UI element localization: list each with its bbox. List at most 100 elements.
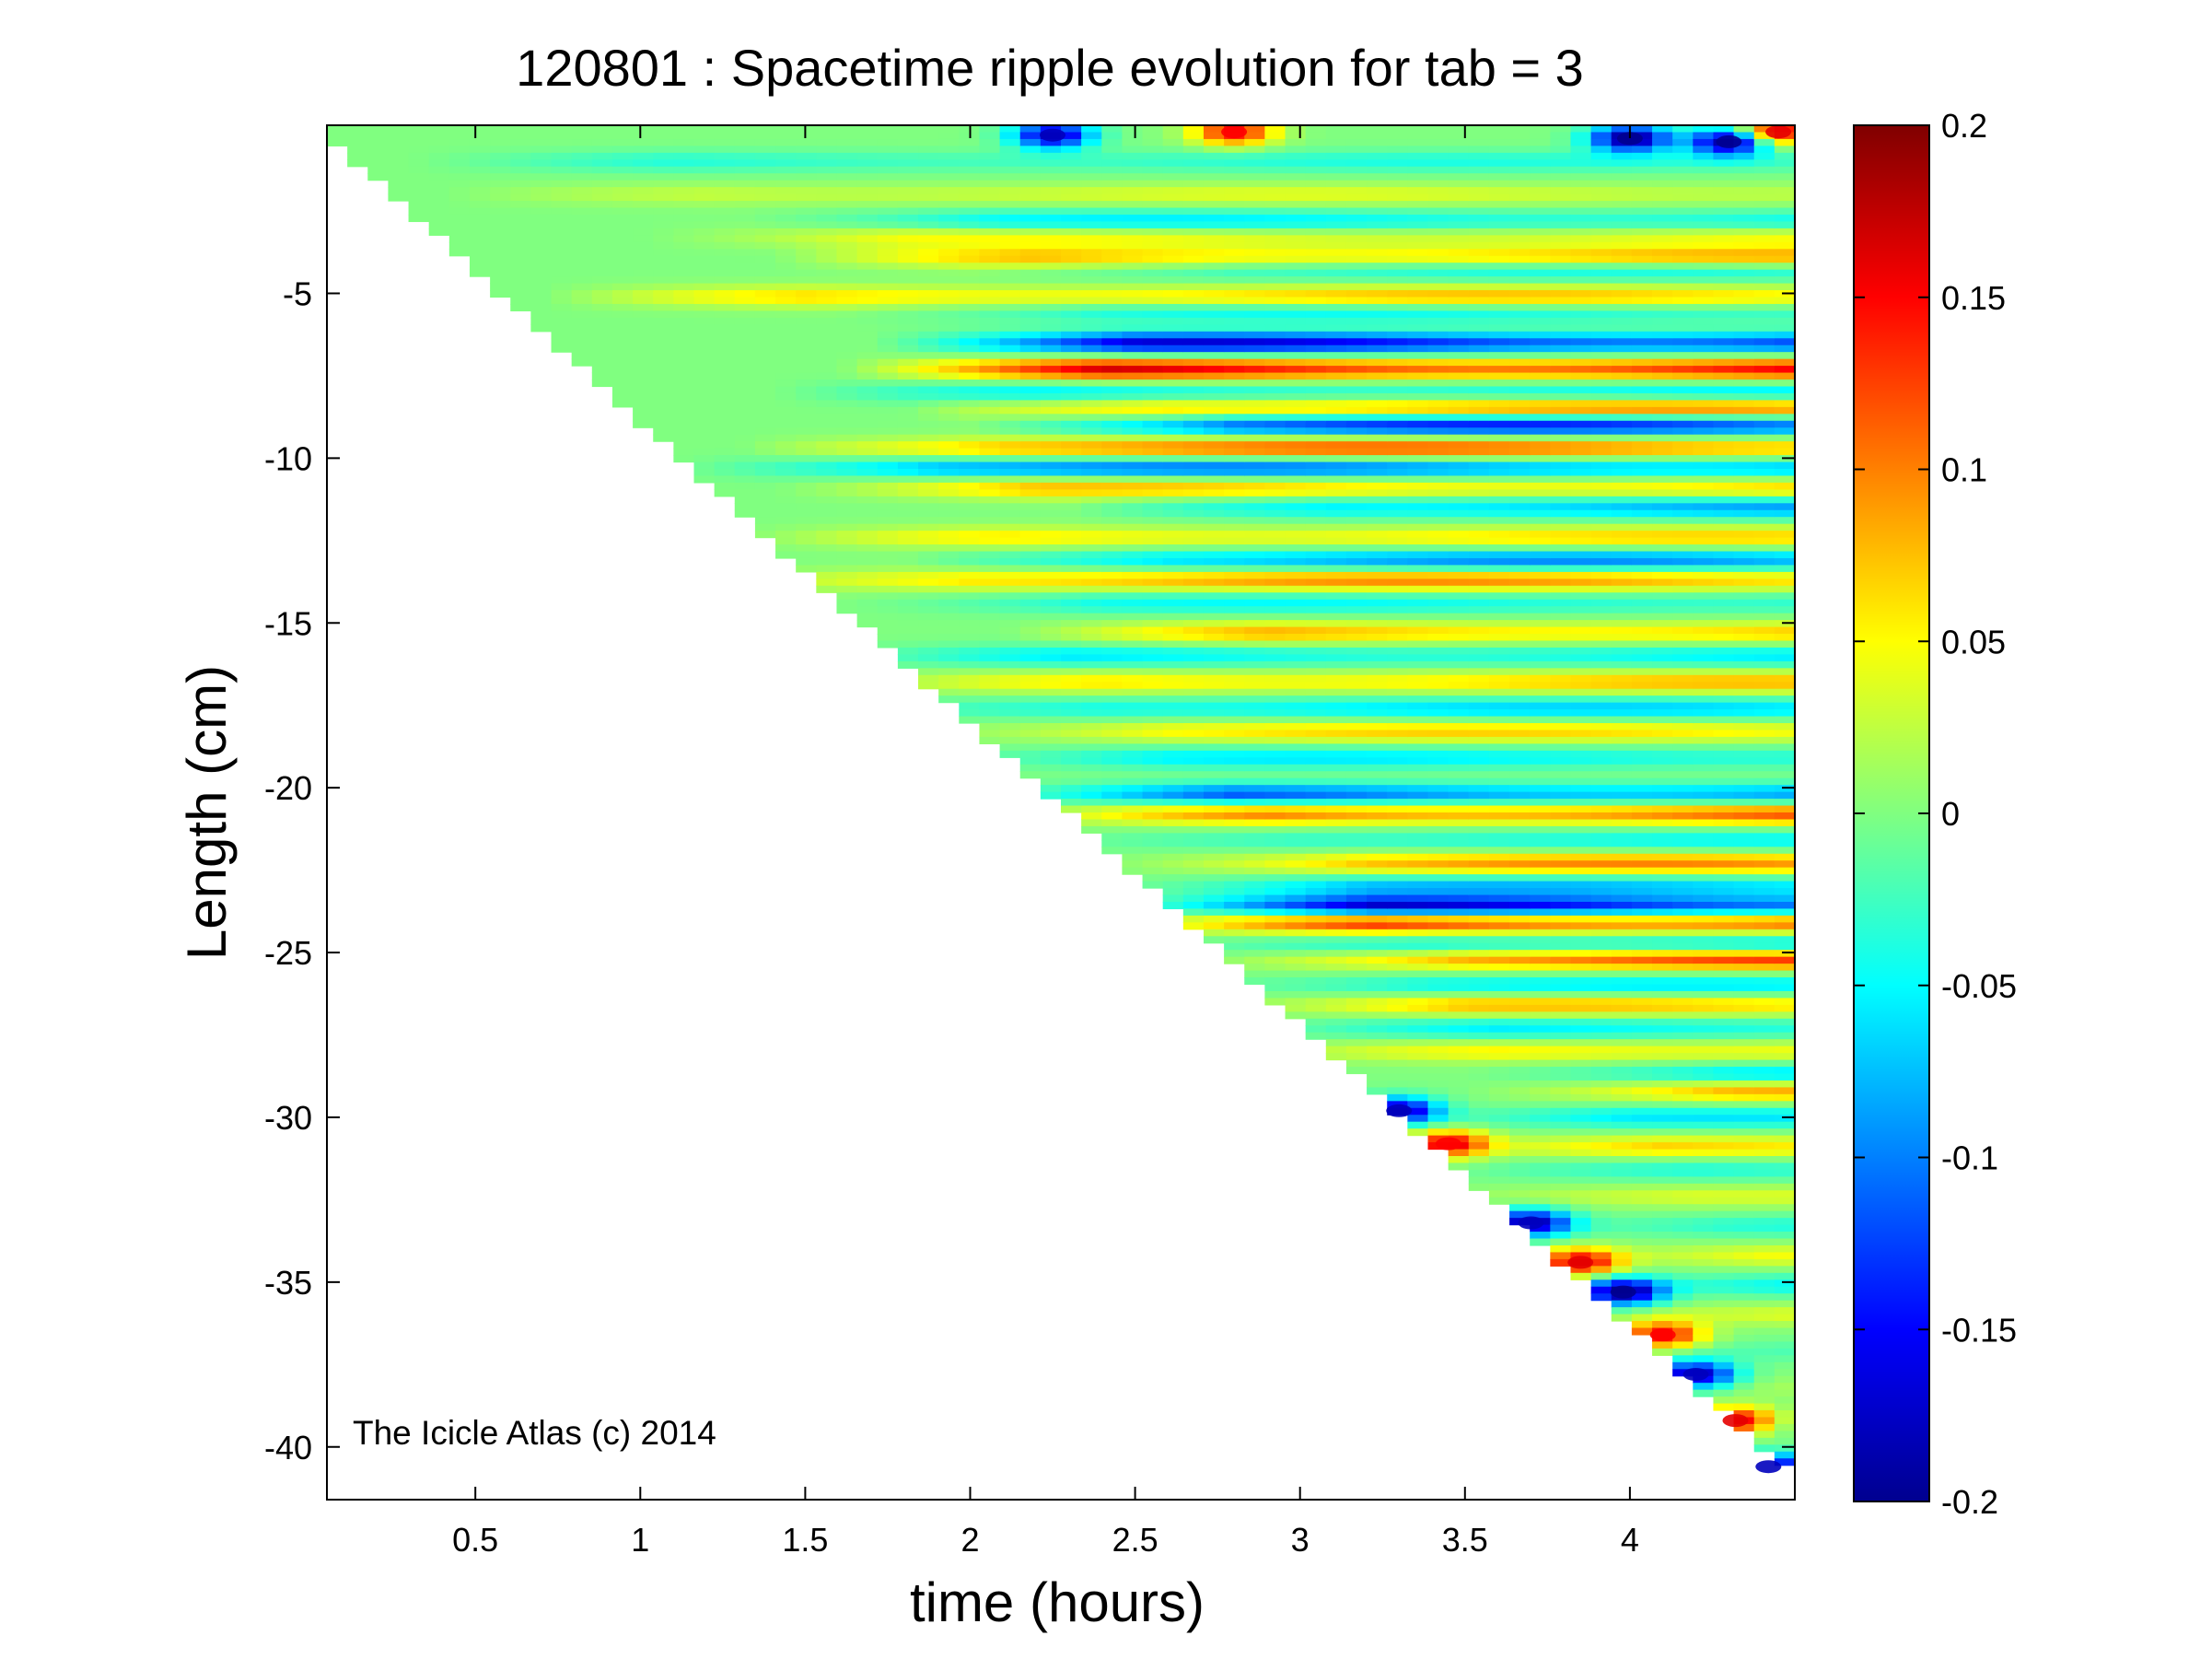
heatmap-cell: [1162, 180, 1184, 188]
heatmap-cell: [714, 180, 736, 188]
heatmap-cell: [1345, 517, 1368, 525]
heatmap-cell: [1325, 366, 1347, 374]
heatmap-field: [327, 125, 1795, 1466]
heatmap-cell: [938, 448, 960, 456]
heatmap-cell: [469, 228, 491, 236]
heatmap-cell: [877, 434, 899, 442]
heatmap-cell: [1407, 881, 1429, 889]
heatmap-cell: [836, 125, 858, 134]
heatmap-cell: [1427, 847, 1449, 855]
heatmap-cell: [999, 668, 1021, 676]
heatmap-cell: [673, 249, 695, 257]
heatmap-cell: [897, 571, 919, 579]
heatmap-cell: [1305, 929, 1327, 937]
heatmap-cell: [918, 626, 939, 635]
heatmap-cell: [1427, 132, 1449, 140]
heatmap-cell: [1427, 640, 1449, 648]
heatmap-cell: [877, 366, 899, 374]
heatmap-cell: [448, 146, 471, 154]
heatmap-cell: [1162, 592, 1184, 601]
heatmap-cell: [1142, 702, 1164, 710]
heatmap-cell: [1488, 730, 1510, 738]
heatmap-cell: [1509, 867, 1531, 875]
heatmap-cell: [775, 201, 797, 209]
heatmap-cell: [1427, 825, 1449, 834]
heatmap-cell: [1407, 537, 1429, 545]
heatmap-cell: [979, 352, 1001, 360]
heatmap-cell: [1387, 489, 1408, 497]
heatmap-cell: [877, 235, 899, 243]
heatmap-cell: [1162, 146, 1184, 154]
heatmap-cell: [856, 414, 879, 422]
heatmap-cell: [1448, 345, 1470, 353]
heatmap-cell: [1468, 1107, 1490, 1116]
heatmap-cell: [1387, 297, 1408, 305]
heatmap-cell: [408, 173, 430, 181]
heatmap-cell: [633, 366, 654, 374]
heatmap-cell: [1468, 1087, 1490, 1095]
heatmap-cell: [1448, 977, 1470, 986]
heatmap-cell: [1387, 839, 1408, 847]
heatmap-cell: [1530, 138, 1551, 146]
heatmap-cell: [1448, 283, 1470, 291]
heatmap-cell: [796, 414, 817, 422]
heatmap-cell: [1040, 668, 1062, 676]
heatmap-cell: [1530, 585, 1551, 593]
heatmap-cell: [1325, 173, 1347, 181]
heatmap-cell: [1325, 956, 1347, 964]
heatmap-cell: [673, 187, 695, 195]
heatmap-cell: [1468, 358, 1490, 367]
heatmap-cell: [1019, 606, 1042, 614]
heatmap-cell: [1488, 338, 1510, 346]
heatmap-cell: [1142, 132, 1164, 140]
heatmap-cell: [1040, 146, 1062, 154]
heatmap-cell: [611, 249, 634, 257]
heatmap-cell: [1081, 660, 1102, 669]
heatmap-cell: [1101, 654, 1123, 662]
heatmap-cell: [1081, 331, 1102, 339]
heatmap-cell: [1203, 132, 1225, 140]
heatmap-cell: [1427, 1080, 1449, 1088]
heatmap-cell: [1101, 517, 1123, 525]
heatmap-cell: [1367, 640, 1388, 648]
heatmap-cell: [1345, 1059, 1368, 1068]
heatmap-cell: [714, 125, 736, 134]
heatmap-cell: [1203, 537, 1225, 545]
heatmap-cell: [1224, 489, 1245, 497]
heatmap-cell: [1488, 998, 1510, 1006]
heatmap-cell: [938, 606, 960, 614]
heatmap-cell: [571, 132, 593, 140]
heatmap-cell: [1325, 372, 1347, 380]
heatmap-cell: [856, 193, 879, 202]
heatmap-cell: [1264, 469, 1286, 477]
heatmap-cell: [1427, 764, 1449, 772]
heatmap-cell: [1285, 874, 1307, 882]
heatmap-cell: [796, 366, 817, 374]
heatmap-cell: [530, 166, 553, 174]
heatmap-cell: [1407, 159, 1429, 168]
heatmap-cell: [1305, 366, 1327, 374]
heatmap-cell: [938, 324, 960, 333]
heatmap-cell: [1203, 922, 1225, 930]
heatmap-cell: [1427, 201, 1449, 209]
heatmap-cell: [1509, 214, 1531, 223]
heatmap-cell: [999, 634, 1021, 642]
heatmap-cell: [999, 201, 1021, 209]
heatmap-cell: [1488, 392, 1510, 401]
heatmap-cell: [1325, 489, 1347, 497]
heatmap-cell: [796, 496, 817, 504]
heatmap-cell: [1325, 241, 1347, 250]
heatmap-cell: [1325, 881, 1347, 889]
heatmap-cell: [1468, 1176, 1490, 1185]
heatmap-cell: [877, 207, 899, 216]
heatmap-cell: [1019, 551, 1042, 559]
heatmap-cell: [1427, 358, 1449, 367]
heatmap-cell: [959, 310, 981, 319]
heatmap-cell: [754, 523, 776, 532]
heatmap-cell: [1182, 338, 1205, 346]
heatmap-cell: [1244, 682, 1265, 690]
heatmap-cell: [1285, 709, 1307, 718]
heatmap-cell: [1142, 469, 1164, 477]
heatmap-cell: [1305, 187, 1327, 195]
heatmap-cell: [816, 255, 838, 263]
